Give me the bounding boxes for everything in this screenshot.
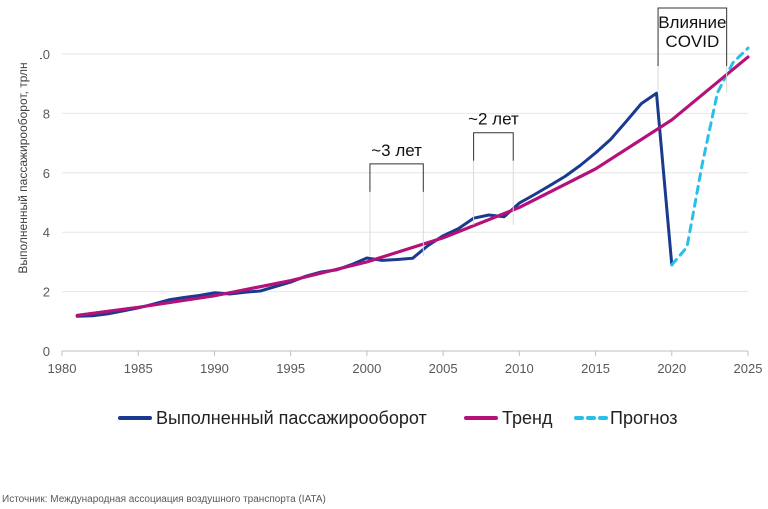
y-tick-label-4: 8 — [43, 106, 50, 121]
series-line-2 — [670, 46, 750, 267]
x-tick-label-0: 1980 — [48, 361, 77, 376]
annotation-bracket-0 — [369, 163, 424, 192]
x-tick-label-5: 2005 — [429, 361, 458, 376]
x-tick-label-8: 2020 — [657, 361, 686, 376]
y-tick-label-2: 4 — [43, 225, 50, 240]
x-tick-label-9: 2025 — [734, 361, 763, 376]
y-tick-mask — [30, 44, 40, 62]
x-tick-label-2: 1990 — [200, 361, 229, 376]
y-tick-label-3: 6 — [43, 166, 50, 181]
legend-label-0: Выполненный пассажирооборот — [156, 408, 427, 428]
legend-label-1: Тренд — [502, 408, 553, 428]
source-note: Источник: Международная ассоциация возду… — [2, 494, 326, 505]
x-tick-label-3: 1995 — [276, 361, 305, 376]
x-tick-label-4: 2000 — [352, 361, 381, 376]
legend: Выполненный пассажирооборот Тренд Прогноз — [118, 408, 678, 428]
annotation-label-2-0: Влияние — [658, 13, 726, 32]
x-axis: 1980 1985 1990 1995 2000 2005 2010 2015 2020 2025 — [48, 350, 763, 376]
series-line-trend-overlay — [75, 55, 750, 317]
x-tick-label-7: 2015 — [581, 361, 610, 376]
grid-lines — [62, 53, 748, 293]
series-group — [75, 46, 750, 318]
series-line-0 — [75, 91, 674, 318]
legend-label-2: Прогноз — [610, 408, 678, 428]
y-tick-label-1: 2 — [43, 285, 50, 300]
y-tick-label-0: 0 — [43, 344, 50, 359]
annotation-bracket-2 — [657, 7, 728, 66]
series-line-1 — [75, 55, 750, 317]
annotation-label-1: ~2 лет — [468, 110, 519, 129]
annotation-label-2-1: COVID — [665, 32, 719, 51]
y-axis-label: Выполненный пассажирооборот, трлн — [16, 62, 30, 273]
annotation-label-0: ~3 лет — [371, 141, 422, 160]
x-tick-label-6: 2010 — [505, 361, 534, 376]
annotation-bracket-1 — [473, 132, 514, 161]
x-tick-label-1: 1985 — [124, 361, 153, 376]
